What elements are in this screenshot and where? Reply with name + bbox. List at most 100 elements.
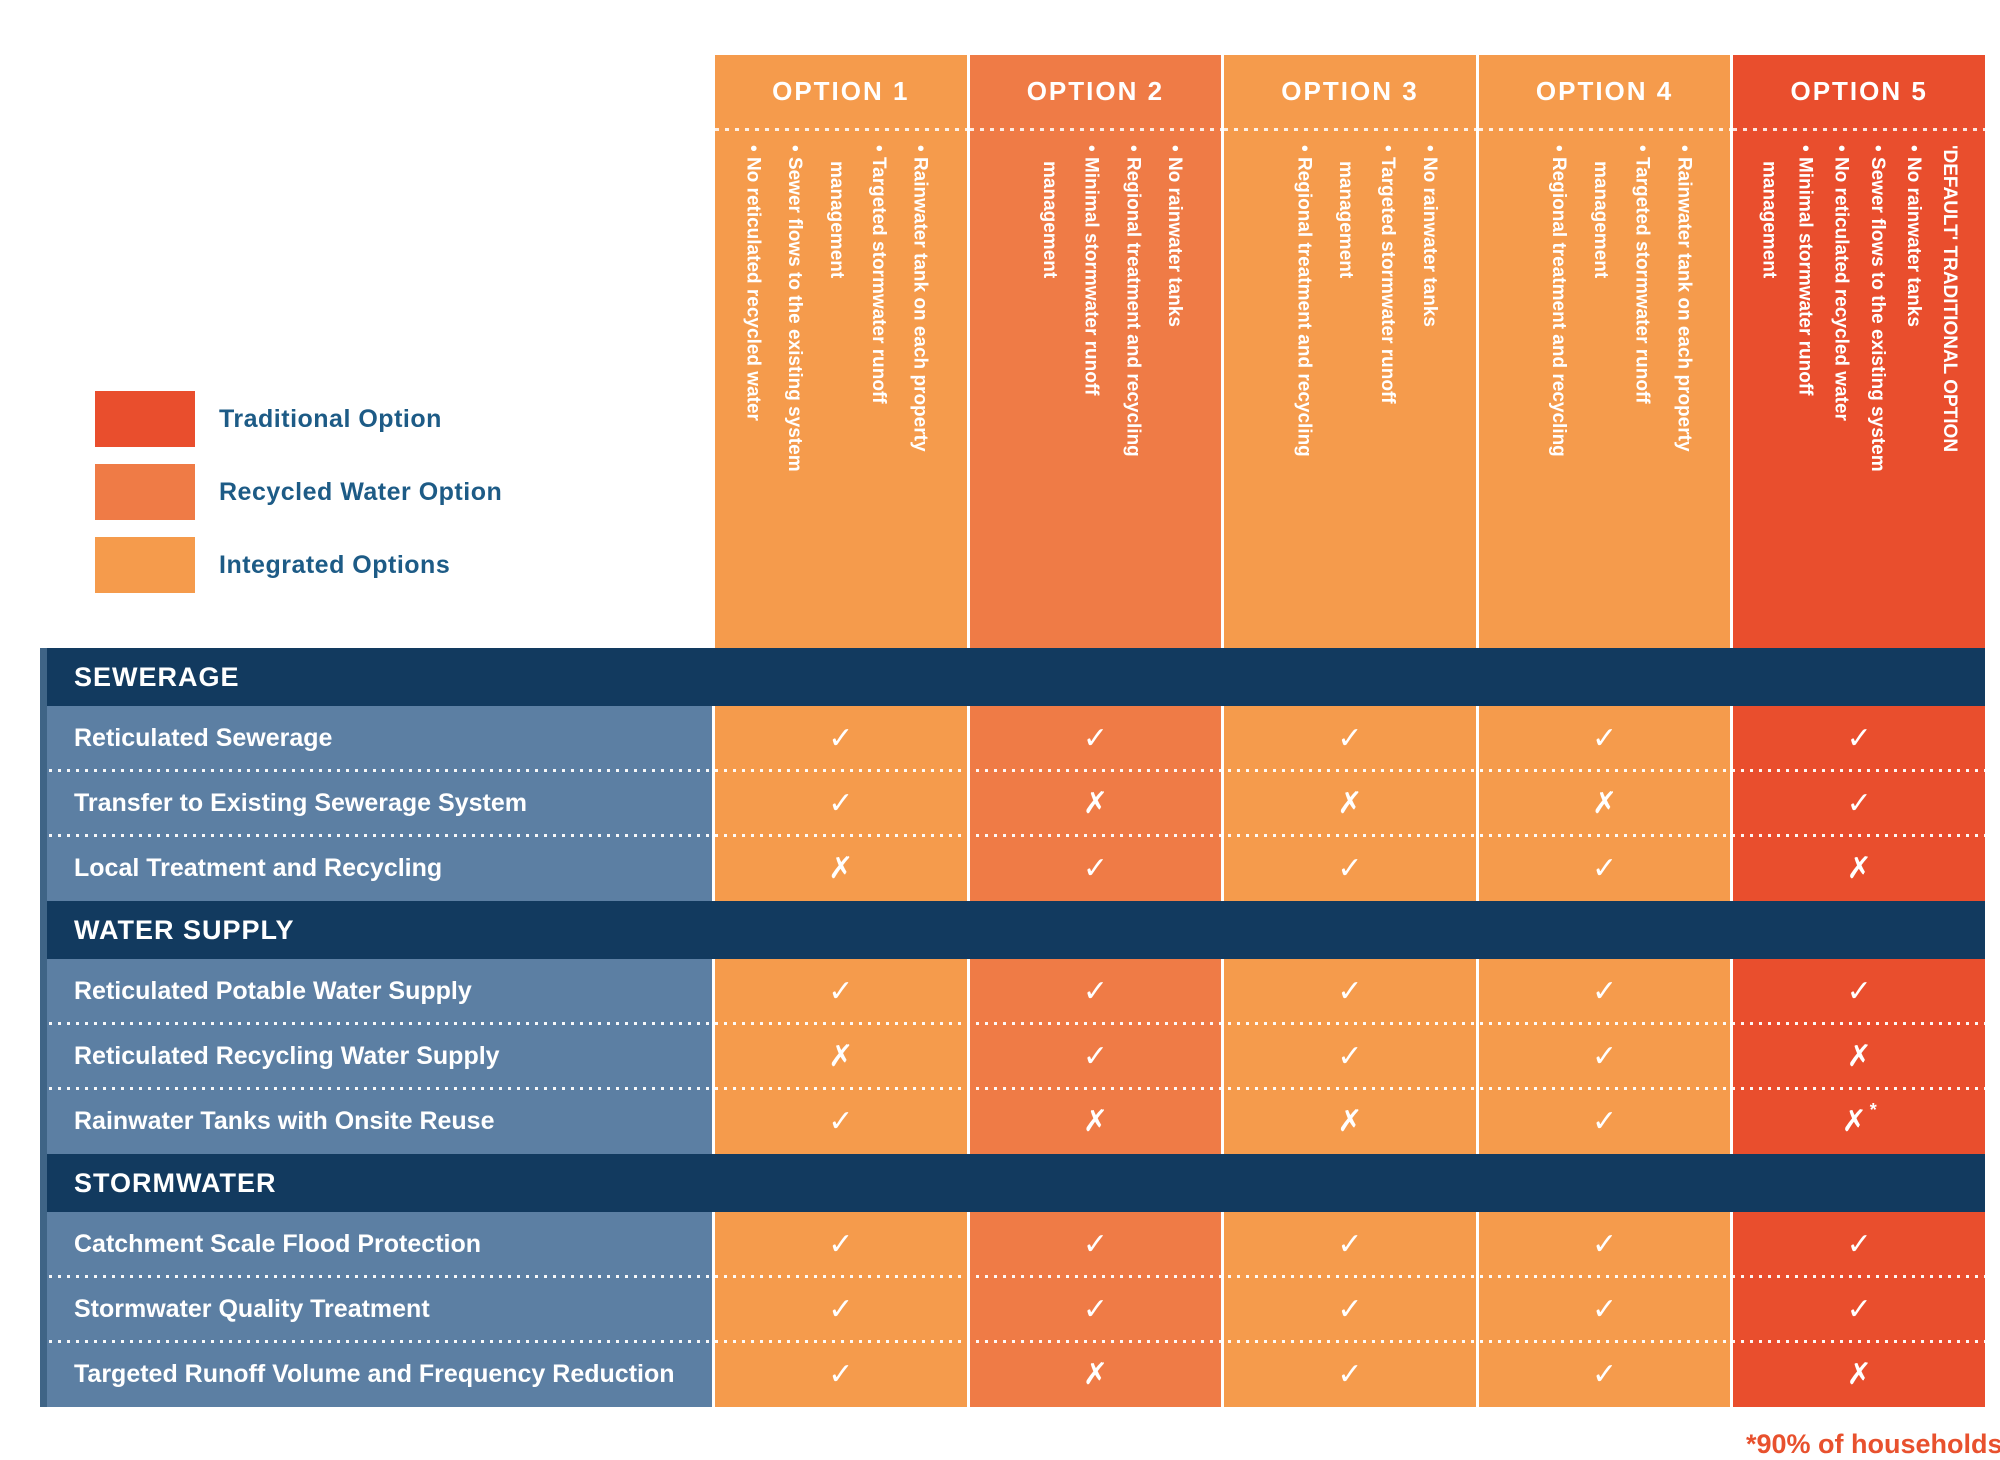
cross-mark: ✗	[1337, 1104, 1363, 1139]
mark-cell: ✓	[969, 1212, 1222, 1277]
check-mark: ✓	[1337, 1227, 1363, 1262]
check-mark: ✓	[1082, 974, 1108, 1009]
legend-label: Integrated Options	[219, 550, 451, 579]
check-mark: ✓	[828, 721, 854, 756]
check-mark: ✓	[1592, 1357, 1618, 1392]
mark-cell: ✓	[1733, 706, 1985, 771]
option-title-separator	[1478, 128, 1731, 131]
legend-label: Traditional Option	[219, 404, 442, 433]
section-header: WATER SUPPLY	[40, 901, 1985, 959]
mark-cell: ✓	[969, 959, 1222, 1024]
mark-cell: ✗	[1224, 1089, 1476, 1154]
option-bullet: Regional treatment and recycling	[1112, 145, 1154, 642]
option-title: OPTION 4	[1535, 76, 1674, 106]
footnote: *90% of households	[1746, 1429, 2000, 1459]
table-row: Rainwater Tanks with Onsite Reuse ✓ ✗ ✗ ✓ ✗ *	[40, 1089, 1985, 1154]
check-mark: ✓	[1592, 1039, 1618, 1074]
cross-mark: ✗	[1082, 1357, 1108, 1392]
table-row: Reticulated Sewerage ✓ ✓ ✓ ✓ ✓	[40, 706, 1985, 772]
mark-cell: ✓	[969, 836, 1222, 901]
cross-mark: ✗	[828, 851, 854, 886]
mark-cell: ✓	[1478, 1342, 1731, 1407]
cross-mark: ✗	[1337, 786, 1363, 821]
option-column-5: OPTION 5 'DEFAULT' TRADITIONAL OPTION No r…	[1733, 55, 1985, 648]
check-mark: ✓	[1846, 721, 1872, 756]
mark-cell: ✓	[1224, 1212, 1476, 1277]
mark-cell: ✗	[1733, 1342, 1985, 1407]
section-rows: Reticulated Sewerage ✓ ✓ ✓ ✓ ✓ Transfer to Exi…	[40, 706, 1985, 901]
check-mark: ✓	[1082, 851, 1108, 886]
mark-cell: ✓	[1478, 1212, 1731, 1277]
mark-cell: ✓	[969, 1277, 1222, 1342]
option-bullet: No rainwater tanks	[1153, 145, 1195, 642]
row-label: Reticulated Potable Water Supply	[40, 959, 712, 1024]
check-mark: ✓	[1337, 851, 1363, 886]
option-title-separator	[715, 128, 967, 131]
mark-cell: ✓	[969, 1024, 1222, 1089]
check-mark: ✓	[1592, 1227, 1618, 1262]
row-label: Local Treatment and Recycling	[40, 836, 712, 901]
option-title: OPTION 1	[772, 76, 910, 106]
row-label: Stormwater Quality Treatment	[40, 1277, 712, 1342]
section-rows: Reticulated Potable Water Supply ✓ ✓ ✓ ✓ ✓ Ret…	[40, 959, 1985, 1154]
legend-item-recycled-water: Recycled Water Option	[95, 464, 502, 520]
check-mark: ✓	[1592, 1292, 1618, 1327]
option-column-1: OPTION 1 Rainwater tank on each propertyT…	[715, 55, 967, 648]
option-bullet: Rainwater tank on each property	[1663, 145, 1705, 642]
table-row: Local Treatment and Recycling ✗ ✓ ✓ ✓ ✗	[40, 836, 1985, 901]
option-column-3: OPTION 3 No rainwater tanksTargeted storm…	[1224, 55, 1476, 648]
option-bullet: Targeted stormwater runoff management	[1579, 145, 1663, 642]
table-row: Reticulated Potable Water Supply ✓ ✓ ✓ ✓ ✓	[40, 959, 1985, 1025]
mark-cell: ✗	[1224, 771, 1476, 836]
mark-cell: ✓	[1478, 959, 1731, 1024]
header-spacer	[40, 55, 712, 648]
option-bullet-list: No rainwater tanksTargeted stormwater ru…	[1224, 131, 1476, 648]
option-column-2: OPTION 2 No rainwater tanksRegional treat…	[969, 55, 1222, 648]
cross-mark: ✗	[1846, 851, 1872, 886]
option-title: OPTION 2	[1026, 76, 1165, 106]
mark-cell: ✓	[1733, 1212, 1985, 1277]
table-row: Catchment Scale Flood Protection ✓ ✓ ✓ ✓ ✓	[40, 1212, 1985, 1278]
check-mark: ✓	[828, 1227, 854, 1262]
mark-cell: ✓	[715, 1212, 967, 1277]
option-bullet: Minimal stormwater runoff management	[1028, 145, 1112, 642]
row-label: Reticulated Recycling Water Supply	[40, 1024, 712, 1089]
option-bullet: Sewer flows to the existing system	[1859, 145, 1895, 642]
mark-cell: ✓	[1733, 1277, 1985, 1342]
table-row: Transfer to Existing Sewerage System ✓ ✗ ✗ ✗…	[40, 771, 1985, 837]
mark-cell: ✗	[1478, 771, 1731, 836]
option-headline: 'DEFAULT' TRADITIONAL OPTION	[1938, 145, 1960, 453]
check-mark: ✓	[1592, 974, 1618, 1009]
check-mark: ✓	[1846, 1227, 1872, 1262]
row-label: Rainwater Tanks with Onsite Reuse	[40, 1089, 712, 1154]
check-mark: ✓	[1337, 1357, 1363, 1392]
check-mark: ✓	[1337, 974, 1363, 1009]
traditional-option-swatch	[95, 391, 195, 447]
mark-cell: ✓	[1224, 706, 1476, 771]
option-bullet: Regional treatment and recycling	[1537, 145, 1579, 642]
row-label: Reticulated Sewerage	[40, 706, 712, 771]
table-body: SEWERAGE Reticulated Sewerage ✓ ✓ ✓ ✓ ✓ Transfe…	[40, 648, 1985, 1407]
option-bullet: Sewer flows to the existing system	[773, 145, 815, 642]
table-row: Stormwater Quality Treatment ✓ ✓ ✓ ✓ ✓	[40, 1277, 1985, 1343]
option-title-separator	[1733, 128, 1985, 131]
legend-label: Recycled Water Option	[219, 477, 503, 506]
mark-cell: ✗	[1733, 1024, 1985, 1089]
mark-cell: ✓	[715, 959, 967, 1024]
legend-item-integrated: Integrated Options	[95, 537, 502, 593]
mark-cell: ✗ *	[1733, 1089, 1985, 1154]
mark-cell: ✗	[715, 1024, 967, 1089]
mark-cell: ✓	[715, 1277, 967, 1342]
option-title-separator	[1224, 128, 1476, 131]
mark-cell: ✓	[1224, 1277, 1476, 1342]
check-mark: ✓	[1592, 851, 1618, 886]
cross-mark: ✗	[1082, 786, 1108, 821]
mark-cell: ✓	[1478, 1089, 1731, 1154]
cross-mark: ✗	[1082, 1104, 1108, 1139]
check-mark: ✓	[1082, 721, 1108, 756]
option-bullet: No reticulated recycled water	[1823, 145, 1859, 642]
mark-cell: ✗	[969, 771, 1222, 836]
option-bullet-list: Rainwater tank on each propertyTargeted …	[1479, 131, 1731, 648]
mark-cell: ✓	[1224, 1024, 1476, 1089]
option-title: OPTION 3	[1281, 76, 1419, 106]
